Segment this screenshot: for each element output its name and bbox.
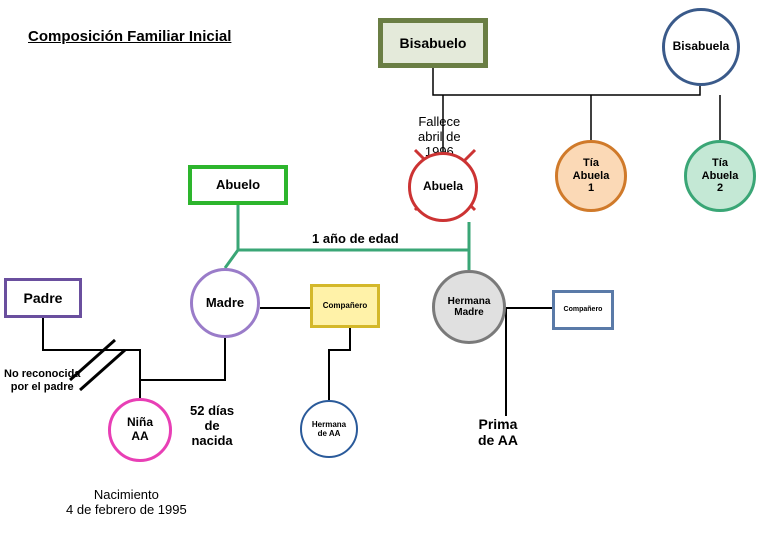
node-ninaAA: Niña AA	[108, 398, 172, 462]
node-padre: Padre	[4, 278, 82, 318]
node-tia1: Tía Abuela 1	[555, 140, 627, 212]
node-noreconocida: No reconocida por el padre	[4, 368, 80, 393]
node-dias52: 52 días de nacida	[190, 404, 234, 449]
node-bisabuela: Bisabuela	[662, 8, 740, 86]
connector-lines	[0, 0, 780, 540]
node-hermanaMadre: Hermana Madre	[432, 270, 506, 344]
node-hermanaAA: Hermana de AA	[300, 400, 358, 458]
diagram-title: Composición Familiar Inicial	[28, 28, 231, 45]
node-abuela: Abuela	[408, 152, 478, 222]
node-nacimiento: Nacimiento 4 de febrero de 1995	[66, 488, 187, 518]
node-primaAA: Prima de AA	[478, 416, 518, 448]
node-bisabuelo: Bisabuelo	[378, 18, 488, 68]
node-abuelo: Abuelo	[188, 165, 288, 205]
node-edad1: 1 año de edad	[312, 232, 399, 247]
node-comp2: Compañero	[552, 290, 614, 330]
node-madre: Madre	[190, 268, 260, 338]
node-tia2: Tía Abuela 2	[684, 140, 756, 212]
node-comp1: Compañero	[310, 284, 380, 328]
